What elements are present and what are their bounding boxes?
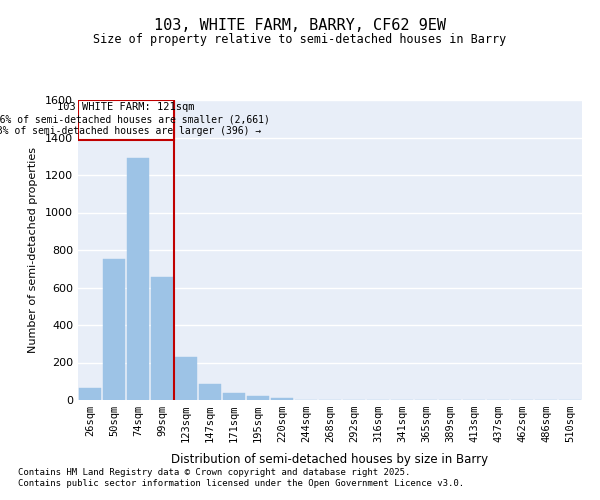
Text: ← 86% of semi-detached houses are smaller (2,661): ← 86% of semi-detached houses are smalle… [0,114,270,124]
Bar [103,260,125,400]
Bar [271,398,293,400]
Y-axis label: Number of semi-detached properties: Number of semi-detached properties [28,147,38,353]
X-axis label: Distribution of semi-detached houses by size in Barry: Distribution of semi-detached houses by … [172,454,488,466]
Bar [175,357,197,400]
Text: 103, WHITE FARM, BARRY, CF62 9EW: 103, WHITE FARM, BARRY, CF62 9EW [154,18,446,32]
Bar [79,388,101,400]
Text: Size of property relative to semi-detached houses in Barry: Size of property relative to semi-detach… [94,32,506,46]
Bar [151,277,173,400]
Text: 103 WHITE FARM: 121sqm: 103 WHITE FARM: 121sqm [57,102,195,113]
Bar [223,392,245,400]
Bar [127,158,149,400]
Bar [199,384,221,400]
Text: 13% of semi-detached houses are larger (396) →: 13% of semi-detached houses are larger (… [0,126,261,136]
FancyBboxPatch shape [78,100,174,140]
Text: Contains HM Land Registry data © Crown copyright and database right 2025.
Contai: Contains HM Land Registry data © Crown c… [18,468,464,487]
Bar [247,396,269,400]
